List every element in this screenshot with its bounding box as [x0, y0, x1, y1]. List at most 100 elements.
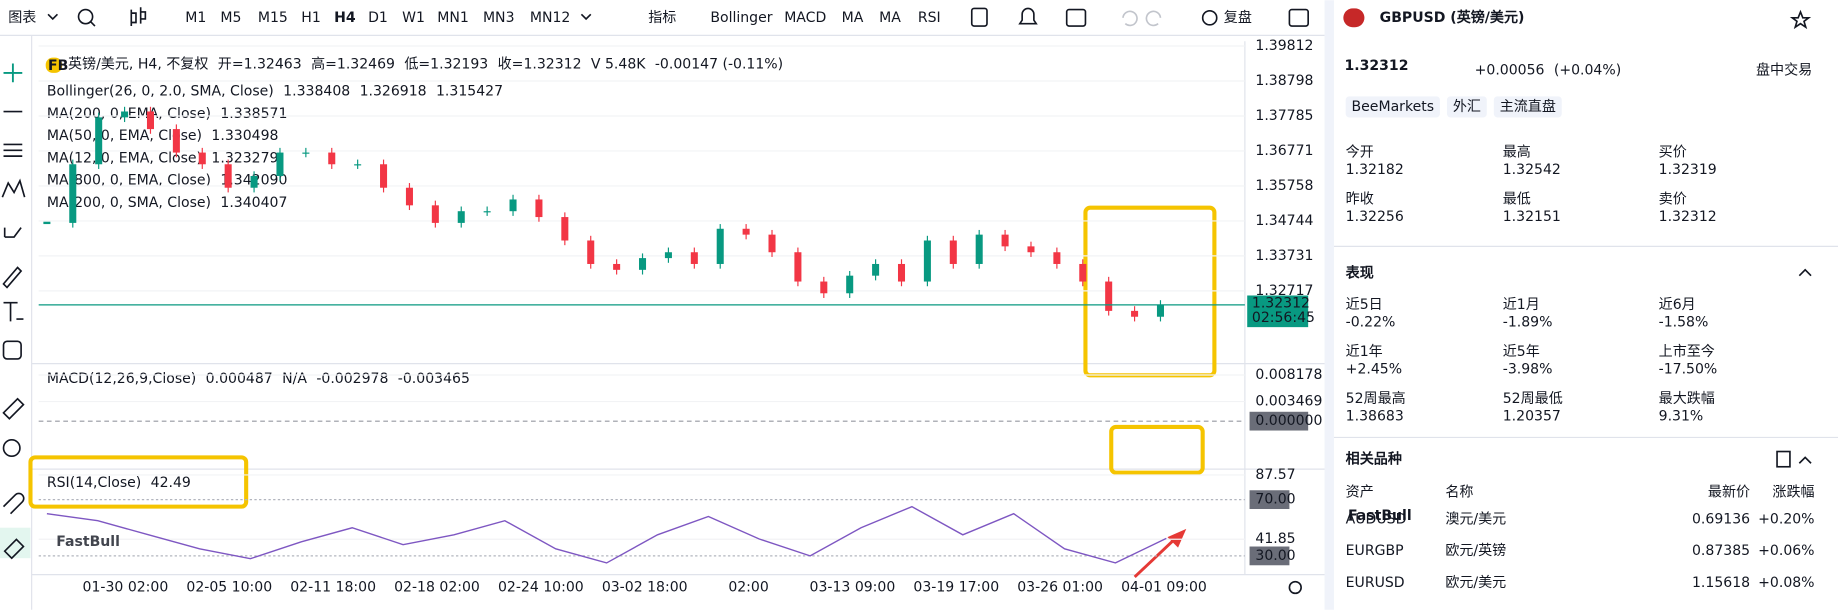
- replay-icon[interactable]: [1065, 8, 1087, 27]
- undo-redo-icon[interactable]: [1122, 10, 1162, 27]
- lock-tool-bg[interactable]: [0, 527, 31, 559]
- perf-value: +2.45%: [1346, 361, 1402, 377]
- crosshair-tool[interactable]: [3, 63, 23, 83]
- candle: [1001, 234, 1009, 247]
- fib-tool[interactable]: [3, 143, 23, 157]
- pattern-tool[interactable]: [1, 178, 26, 198]
- watermark: FastBull: [56, 534, 120, 550]
- rsi-line: [46, 505, 1167, 564]
- emoji-tool[interactable]: [2, 340, 22, 360]
- table-cell[interactable]: 欧元/英镑: [1445, 542, 1506, 559]
- indicators-menu[interactable]: 指标: [648, 10, 676, 26]
- left-toolbar[interactable]: [0, 63, 31, 560]
- y-tick-label: 1.39812: [1255, 38, 1313, 54]
- projection-tool[interactable]: [3, 227, 22, 238]
- collapse-icon[interactable]: [1798, 268, 1812, 464]
- table-cell[interactable]: +0.08%: [1758, 575, 1814, 591]
- perf-value: 1.38683: [1346, 408, 1404, 424]
- x-tick-label: 03-02 18:00: [602, 579, 688, 595]
- timeframe[interactable]: H4: [334, 10, 356, 26]
- fullscreen-icon[interactable]: [1288, 8, 1309, 27]
- macd-value: -0.002978: [316, 371, 388, 387]
- table-cell[interactable]: EURGBP: [1346, 543, 1404, 559]
- change: -0.00147 (-0.11%): [655, 57, 783, 73]
- timeframe[interactable]: MN1: [437, 10, 469, 26]
- candle: [613, 263, 621, 270]
- table-cell[interactable]: +0.20%: [1758, 512, 1814, 528]
- table-cell[interactable]: 1.15618: [1692, 575, 1750, 591]
- replay-clock-icon[interactable]: [1201, 9, 1218, 26]
- quote-value: 1.32151: [1503, 209, 1561, 225]
- overlay-name: MA(200, 0, SMA, Close): [47, 195, 211, 211]
- candle: [354, 164, 362, 166]
- x-tick-label: 02-18 02:00: [394, 579, 480, 595]
- dropdown-icon[interactable]: [47, 13, 59, 21]
- brush-tool[interactable]: [2, 266, 23, 289]
- price-change-pct: (+0.04%): [1554, 63, 1621, 79]
- x-tick-label: 02:00: [728, 579, 768, 595]
- ruler-tool[interactable]: [2, 397, 25, 420]
- note-icon[interactable]: [1776, 450, 1791, 468]
- toolbar-icons[interactable]: [47, 7, 1309, 27]
- y-tick-label: 1.38798: [1255, 73, 1313, 89]
- y-tick-label: 70.00: [1255, 492, 1295, 508]
- table-cell[interactable]: +0.06%: [1758, 543, 1814, 559]
- lock-tool[interactable]: [3, 538, 25, 560]
- perf-label: 近1年: [1346, 344, 1383, 360]
- table-cell[interactable]: 0.69136: [1692, 512, 1750, 528]
- x-tick-label: 02-05 10:00: [186, 579, 272, 595]
- candle: [483, 211, 491, 213]
- chart-menu[interactable]: 图表: [8, 10, 36, 26]
- table-cell[interactable]: AUDUSD: [1346, 512, 1407, 528]
- candle: [250, 175, 258, 188]
- indicator[interactable]: Bollinger: [710, 10, 772, 26]
- settings-icon[interactable]: [1288, 580, 1302, 595]
- candle: [198, 152, 206, 165]
- y-tick-label: 0.000000: [1255, 413, 1322, 429]
- text-tool[interactable]: [3, 301, 24, 322]
- search-icon[interactable]: [77, 8, 94, 25]
- y-tick-label: 0.003469: [1255, 394, 1322, 410]
- timeframe[interactable]: MN3: [483, 10, 515, 26]
- timeframe[interactable]: W1: [402, 10, 425, 26]
- magnet-tool[interactable]: [2, 492, 25, 515]
- candle: [146, 111, 154, 130]
- replay[interactable]: 复盘: [1224, 9, 1252, 26]
- tag: BeeMarkets: [1352, 99, 1435, 115]
- indicator[interactable]: MA: [842, 10, 864, 26]
- session: 盘中交易: [1756, 62, 1812, 79]
- table-cell[interactable]: 澳元/美元: [1445, 512, 1506, 528]
- perf-value: -1.58%: [1659, 315, 1709, 331]
- table-cell[interactable]: EURUSD: [1346, 575, 1405, 591]
- indicator[interactable]: RSI: [918, 10, 941, 26]
- candle: [328, 152, 336, 165]
- perf-label: 近6月: [1659, 297, 1696, 313]
- timeframe[interactable]: M1: [185, 10, 206, 26]
- zoom-tool[interactable]: [2, 438, 21, 458]
- timeframe[interactable]: M15: [258, 10, 288, 26]
- candle: [664, 252, 672, 259]
- timeframe[interactable]: H1: [301, 10, 321, 26]
- template-icon[interactable]: [970, 7, 988, 27]
- arrow-head: [1167, 528, 1187, 548]
- timeframe[interactable]: M5: [220, 10, 241, 26]
- price-label: 1.32312: [1252, 296, 1310, 312]
- timeframe[interactable]: MN12: [530, 10, 571, 26]
- dropdown-icon[interactable]: [580, 13, 592, 21]
- overlay-name: MA(200, 0, EMA, Close): [47, 106, 211, 122]
- indicator[interactable]: MACD: [784, 10, 826, 26]
- favorite-icon[interactable]: [1789, 9, 1812, 30]
- candle: [302, 152, 310, 154]
- candle: [561, 217, 569, 241]
- table-cell[interactable]: 0.87385: [1692, 543, 1750, 559]
- table-cell[interactable]: 欧元/美元: [1445, 575, 1506, 591]
- alert-icon[interactable]: [1018, 7, 1038, 25]
- perf-value: -0.22%: [1346, 315, 1396, 331]
- y-tick-label: 1.32717: [1255, 283, 1313, 299]
- candle-type-icon[interactable]: [130, 7, 147, 27]
- logo-bg: [45, 57, 63, 73]
- quote-value: 1.32182: [1346, 162, 1404, 178]
- timeframe[interactable]: D1: [368, 10, 388, 26]
- indicator[interactable]: MA: [879, 10, 901, 26]
